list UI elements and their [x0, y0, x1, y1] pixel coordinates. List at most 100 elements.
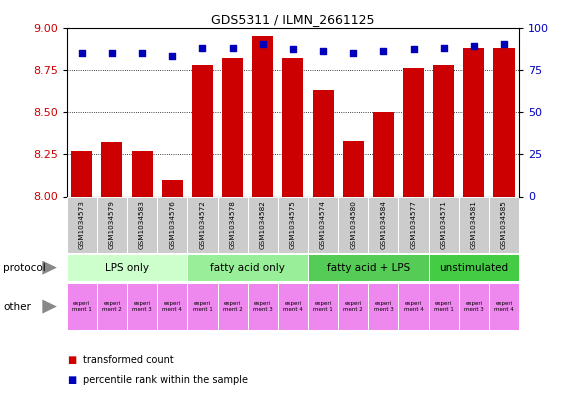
Text: GSM1034585: GSM1034585	[501, 200, 507, 250]
Text: other: other	[3, 301, 31, 312]
Text: experi
ment 4: experi ment 4	[283, 301, 303, 312]
Point	[469, 43, 478, 49]
Text: experi
ment 1: experi ment 1	[72, 301, 92, 312]
Point	[168, 53, 177, 59]
Bar	[132, 151, 153, 196]
Text: GSM1034580: GSM1034580	[350, 200, 356, 250]
Point	[137, 50, 147, 56]
Text: protocol: protocol	[3, 263, 46, 273]
Bar	[278, 196, 308, 253]
Bar	[308, 196, 338, 253]
Point	[198, 45, 207, 51]
Bar	[252, 36, 273, 197]
Bar	[278, 283, 308, 330]
Bar	[489, 196, 519, 253]
Bar	[187, 196, 218, 253]
Point	[228, 45, 237, 51]
Text: GSM1034578: GSM1034578	[230, 200, 235, 250]
Text: percentile rank within the sample: percentile rank within the sample	[83, 375, 248, 386]
Polygon shape	[42, 299, 57, 314]
Bar	[192, 65, 213, 196]
Title: GDS5311 / ILMN_2661125: GDS5311 / ILMN_2661125	[211, 13, 375, 26]
Bar	[282, 58, 303, 196]
Bar	[97, 283, 127, 330]
Polygon shape	[42, 261, 57, 275]
Bar	[429, 254, 519, 281]
Point	[349, 50, 358, 56]
Point	[107, 50, 117, 56]
Bar	[403, 68, 424, 196]
Text: GSM1034575: GSM1034575	[290, 200, 296, 250]
Bar	[313, 90, 333, 196]
Point	[258, 41, 267, 48]
Text: experi
ment 2: experi ment 2	[102, 301, 122, 312]
Text: experi
ment 4: experi ment 4	[494, 301, 514, 312]
Text: fatty acid + LPS: fatty acid + LPS	[327, 263, 410, 273]
Text: experi
ment 3: experi ment 3	[253, 301, 273, 312]
Bar	[459, 283, 489, 330]
Bar	[67, 254, 187, 281]
Bar	[187, 283, 218, 330]
Bar	[368, 283, 398, 330]
Text: experi
ment 4: experi ment 4	[404, 301, 423, 312]
Text: unstimulated: unstimulated	[439, 263, 509, 273]
Point	[499, 41, 509, 48]
Bar	[463, 48, 484, 196]
Bar	[157, 283, 187, 330]
Text: GSM1034579: GSM1034579	[109, 200, 115, 250]
Text: experi
ment 2: experi ment 2	[223, 301, 242, 312]
Text: experi
ment 3: experi ment 3	[132, 301, 152, 312]
Bar	[127, 283, 157, 330]
Bar	[429, 196, 459, 253]
Text: LPS only: LPS only	[105, 263, 149, 273]
Bar	[343, 141, 364, 196]
Bar	[248, 283, 278, 330]
Bar	[218, 196, 248, 253]
Bar	[368, 196, 398, 253]
Text: fatty acid only: fatty acid only	[210, 263, 285, 273]
Text: GSM1034571: GSM1034571	[441, 200, 447, 250]
Text: experi
ment 1: experi ment 1	[313, 301, 333, 312]
Bar	[489, 283, 519, 330]
Text: GSM1034573: GSM1034573	[79, 200, 85, 250]
Point	[379, 48, 388, 54]
Point	[77, 50, 86, 56]
Text: ■: ■	[67, 375, 76, 386]
Point	[439, 45, 448, 51]
Point	[318, 48, 328, 54]
Bar	[157, 196, 187, 253]
Bar	[373, 112, 394, 196]
Point	[288, 46, 298, 53]
Text: experi
ment 3: experi ment 3	[464, 301, 484, 312]
Bar	[162, 180, 183, 196]
Bar	[187, 254, 308, 281]
Text: GSM1034584: GSM1034584	[380, 200, 386, 250]
Text: GSM1034576: GSM1034576	[169, 200, 175, 250]
Bar	[494, 48, 514, 196]
Bar	[248, 196, 278, 253]
Text: GSM1034577: GSM1034577	[411, 200, 416, 250]
Bar	[398, 283, 429, 330]
Point	[409, 46, 418, 53]
Bar	[338, 283, 368, 330]
Bar	[433, 65, 454, 196]
Text: experi
ment 3: experi ment 3	[374, 301, 393, 312]
Text: experi
ment 2: experi ment 2	[343, 301, 363, 312]
Text: GSM1034581: GSM1034581	[471, 200, 477, 250]
Bar	[308, 254, 429, 281]
Bar	[97, 196, 127, 253]
Bar	[308, 283, 338, 330]
Text: experi
ment 1: experi ment 1	[434, 301, 454, 312]
Bar	[67, 283, 97, 330]
Text: experi
ment 1: experi ment 1	[193, 301, 212, 312]
Text: ■: ■	[67, 354, 76, 365]
Bar	[398, 196, 429, 253]
Bar	[218, 283, 248, 330]
Text: GSM1034572: GSM1034572	[200, 200, 205, 250]
Bar	[338, 196, 368, 253]
Text: GSM1034582: GSM1034582	[260, 200, 266, 250]
Bar	[429, 283, 459, 330]
Text: experi
ment 4: experi ment 4	[162, 301, 182, 312]
Text: GSM1034583: GSM1034583	[139, 200, 145, 250]
Bar	[459, 196, 489, 253]
